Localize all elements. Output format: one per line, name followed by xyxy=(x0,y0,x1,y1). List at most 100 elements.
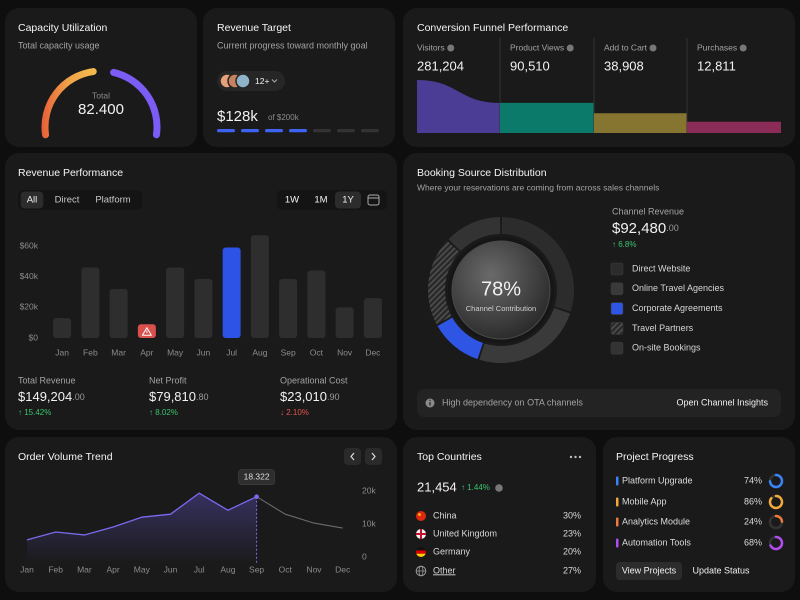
x-tick-label: Jan xyxy=(20,564,34,574)
legend-swatch xyxy=(610,282,624,296)
project-value: 74% xyxy=(744,475,762,485)
card xyxy=(403,437,596,592)
bar xyxy=(194,278,213,338)
x-tick-label: Apr xyxy=(140,347,153,357)
project-value: 86% xyxy=(744,496,762,506)
prev-button[interactable] xyxy=(344,448,361,465)
info-icon xyxy=(495,484,503,492)
metric-change: ↑ 6.8% xyxy=(612,240,636,249)
flag xyxy=(418,513,421,516)
next-icon xyxy=(371,452,376,461)
filter-tab[interactable]: All xyxy=(27,195,38,206)
more-button[interactable] xyxy=(569,455,582,459)
card xyxy=(603,437,795,592)
country-name[interactable]: Other xyxy=(433,565,456,575)
range-tab[interactable]: 1Y xyxy=(342,195,354,206)
metric-cents: .00 xyxy=(666,223,679,233)
x-tick-label: Sep xyxy=(249,564,264,574)
x-tick-label: Jun xyxy=(164,564,178,574)
x-tick-label: Mar xyxy=(111,347,126,357)
filter-tab-active[interactable] xyxy=(20,191,44,209)
x-tick-label: Jul xyxy=(194,564,205,574)
donut-segment xyxy=(428,240,460,325)
card-subtitle: Current progress toward monthly goal xyxy=(217,40,368,50)
filter-tab[interactable]: Platform xyxy=(95,195,130,206)
info-icon xyxy=(649,44,657,52)
next-button[interactable] xyxy=(365,448,382,465)
x-tick-label: Feb xyxy=(48,564,63,574)
tooltip xyxy=(238,469,275,485)
bar xyxy=(307,270,326,338)
x-tick-label: Dec xyxy=(335,564,351,574)
x-tick-label: Feb xyxy=(83,347,98,357)
legend-swatch xyxy=(610,302,624,315)
x-tick-label: May xyxy=(167,347,184,357)
stat-change: ↓ 2.10% xyxy=(280,408,309,417)
y-tick-label: $0 xyxy=(29,332,39,342)
line-rest xyxy=(256,496,343,529)
tab-group xyxy=(18,190,142,210)
x-tick-label: Jun xyxy=(197,347,211,357)
note-text: High dependency on OTA channels xyxy=(442,397,583,407)
country-share: 20% xyxy=(563,546,581,556)
x-tick-label: Sep xyxy=(281,347,296,357)
flag xyxy=(416,547,426,557)
prev-icon xyxy=(350,452,355,461)
project-bullet xyxy=(616,497,619,507)
ring-progress xyxy=(769,535,784,551)
stat-change: ↑ 15.42% xyxy=(18,408,51,417)
progress-segment xyxy=(217,129,235,133)
button[interactable]: View Projects xyxy=(622,565,677,575)
donut-center-value: 78% xyxy=(481,278,521,300)
stage-label: Visitors xyxy=(417,42,445,52)
gauge-arc xyxy=(41,68,97,139)
range-tab[interactable]: 1M xyxy=(314,195,327,206)
info-icon xyxy=(429,399,431,401)
filter-tab[interactable]: Direct xyxy=(55,195,80,206)
metric-amount: $92,480 xyxy=(612,220,666,237)
y-tick-label: $60k xyxy=(20,240,39,250)
project-name: Platform Upgrade xyxy=(622,475,693,485)
bar xyxy=(166,267,185,338)
card-title: Order Volume Trend xyxy=(18,451,113,463)
card-title: Revenue Target xyxy=(217,22,291,34)
y-tick-label: 0 xyxy=(362,551,367,561)
x-tick-label: Oct xyxy=(279,564,293,574)
stat-value: $149,204.00 xyxy=(18,389,85,404)
donut-center-label: Channel Contribution xyxy=(466,304,536,313)
button[interactable]: Update Status xyxy=(692,565,750,575)
progress-segment xyxy=(241,129,259,133)
country-name: United Kingdom xyxy=(433,528,497,538)
x-tick-label: Jul xyxy=(226,347,237,357)
metric-label: Channel Revenue xyxy=(612,206,684,216)
calendar-icon[interactable] xyxy=(367,194,380,206)
legend-label: Direct Website xyxy=(632,263,690,273)
bar xyxy=(109,288,128,338)
project-name: Analytics Module xyxy=(622,516,690,526)
project-bullet xyxy=(616,517,619,527)
funnel-area xyxy=(594,113,687,133)
range-tab-active[interactable] xyxy=(335,191,361,209)
card-title: Top Countries xyxy=(417,451,482,463)
stage-label: Add to Cart xyxy=(604,42,648,52)
range-tab[interactable]: 1W xyxy=(285,195,299,206)
stage-value: 12,811 xyxy=(697,58,736,73)
donut-segment xyxy=(437,317,483,360)
target-value: of $200k xyxy=(268,113,300,122)
gauge-label: Total xyxy=(92,90,110,100)
donut-segment xyxy=(501,217,574,312)
y-tick-label: 10k xyxy=(362,518,376,528)
stat-value: $23,010.90 xyxy=(280,389,340,404)
project-bullet xyxy=(616,538,619,548)
note-action[interactable]: Open Channel Insights xyxy=(676,397,768,407)
button-bg[interactable] xyxy=(616,562,682,580)
stat-change: ↑ 8.02% xyxy=(149,408,178,417)
progress-segment xyxy=(289,129,307,133)
legend-swatch xyxy=(610,262,624,276)
legend-swatch xyxy=(610,341,624,355)
country-share: 27% xyxy=(563,565,581,575)
card-title: Revenue Performance xyxy=(18,167,123,179)
total-change: ↑ 1.44% xyxy=(461,483,490,492)
